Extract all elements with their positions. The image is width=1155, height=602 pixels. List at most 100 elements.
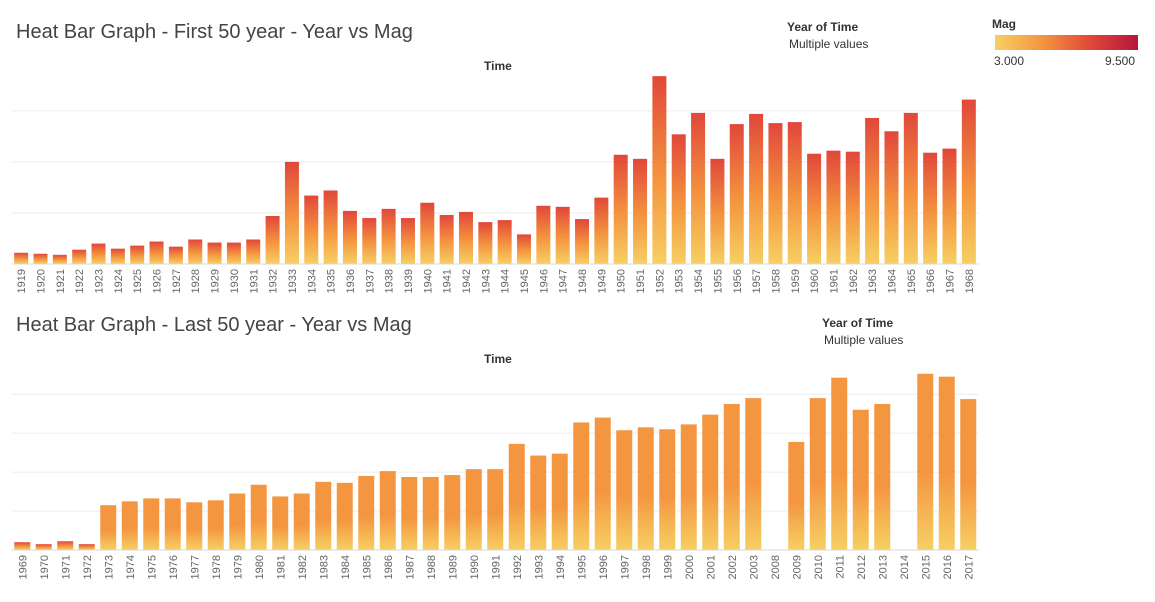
- bar-1950[interactable]: [613, 154, 628, 264]
- bar-1980[interactable]: [250, 484, 267, 550]
- filter-value-last[interactable]: Multiple values: [824, 333, 904, 347]
- bar-1989[interactable]: [444, 475, 461, 550]
- bar-1927[interactable]: [168, 246, 183, 264]
- bar-1937[interactable]: [362, 218, 377, 264]
- bar-1943[interactable]: [478, 222, 493, 264]
- bar-1939[interactable]: [400, 218, 415, 264]
- bar-1947[interactable]: [555, 206, 570, 264]
- bar-2003[interactable]: [745, 398, 762, 550]
- bar-1934[interactable]: [304, 195, 319, 264]
- bar-2002[interactable]: [723, 403, 740, 550]
- bar-1987[interactable]: [401, 476, 418, 550]
- bar-1963[interactable]: [865, 117, 880, 264]
- bar-1940[interactable]: [420, 202, 435, 264]
- bar-1977[interactable]: [186, 502, 203, 550]
- tick-label-1946: 1946: [538, 269, 550, 293]
- bar-1955[interactable]: [710, 158, 725, 264]
- bar-1992[interactable]: [508, 443, 525, 550]
- bar-1923[interactable]: [91, 243, 106, 264]
- bar-1993[interactable]: [530, 455, 547, 550]
- bar-2015[interactable]: [917, 373, 934, 550]
- bar-1983[interactable]: [315, 481, 332, 550]
- bar-2000[interactable]: [680, 424, 697, 550]
- bar-1976[interactable]: [164, 498, 181, 550]
- bar-1945[interactable]: [517, 234, 532, 264]
- bar-1973[interactable]: [100, 505, 117, 550]
- bar-1966[interactable]: [923, 152, 938, 264]
- bar-1999[interactable]: [659, 429, 676, 550]
- bar-1965[interactable]: [903, 112, 918, 264]
- bar-1972[interactable]: [78, 544, 95, 550]
- bar-chart-first[interactable]: 1919 1920 1921 1922 1923 1924 1925 1926 1927 1928…: [0, 70, 1000, 310]
- bar-1995[interactable]: [573, 422, 590, 550]
- bar-1919[interactable]: [14, 252, 29, 264]
- bar-1948[interactable]: [575, 219, 590, 264]
- bar-2011[interactable]: [831, 377, 848, 550]
- bar-1932[interactable]: [265, 216, 280, 264]
- bar-1920[interactable]: [33, 253, 48, 264]
- bar-1997[interactable]: [616, 430, 633, 550]
- bar-2012[interactable]: [852, 409, 869, 550]
- bar-2001[interactable]: [702, 414, 719, 550]
- bar-2017[interactable]: [960, 399, 977, 550]
- bar-1969[interactable]: [14, 542, 31, 550]
- bar-chart-last[interactable]: 1969 1970 1971 1972 1973 1974 1975 1976 1977 1978…: [0, 365, 1000, 602]
- bar-1981[interactable]: [272, 496, 289, 550]
- bar-1946[interactable]: [536, 205, 551, 264]
- bar-1991[interactable]: [487, 469, 504, 550]
- bar-1941[interactable]: [439, 214, 454, 264]
- bar-1952[interactable]: [652, 76, 667, 264]
- bar-1986[interactable]: [379, 471, 396, 550]
- bar-1975[interactable]: [143, 498, 160, 550]
- bar-1926[interactable]: [149, 241, 164, 264]
- bar-1922[interactable]: [72, 249, 87, 264]
- bar-1962[interactable]: [845, 151, 860, 264]
- bar-1931[interactable]: [246, 239, 261, 264]
- bar-1985[interactable]: [358, 476, 375, 550]
- bar-1930[interactable]: [226, 242, 241, 264]
- bar-1967[interactable]: [942, 148, 957, 264]
- bar-1974[interactable]: [121, 501, 138, 550]
- bar-1957[interactable]: [749, 113, 764, 264]
- bar-2013[interactable]: [874, 403, 891, 550]
- bar-1956[interactable]: [729, 124, 744, 264]
- bar-1988[interactable]: [422, 476, 439, 550]
- bar-1960[interactable]: [807, 153, 822, 264]
- bar-2010[interactable]: [809, 398, 826, 550]
- bar-1996[interactable]: [594, 417, 611, 550]
- bar-1944[interactable]: [497, 220, 512, 264]
- bar-1982[interactable]: [293, 493, 310, 550]
- bar-1953[interactable]: [671, 134, 686, 264]
- bar-1949[interactable]: [594, 197, 609, 264]
- bar-1968[interactable]: [961, 99, 976, 264]
- bar-1970[interactable]: [35, 544, 52, 550]
- bar-1984[interactable]: [336, 482, 353, 550]
- bar-1990[interactable]: [465, 469, 482, 550]
- bar-1935[interactable]: [323, 190, 338, 264]
- bar-1928[interactable]: [188, 239, 203, 264]
- bar-1936[interactable]: [342, 210, 357, 264]
- bar-1971[interactable]: [57, 541, 74, 550]
- bar-1954[interactable]: [691, 112, 706, 264]
- bar-1958[interactable]: [768, 123, 783, 264]
- bar-1938[interactable]: [381, 208, 396, 264]
- bar-1921[interactable]: [52, 254, 67, 264]
- bar-2016[interactable]: [938, 376, 955, 550]
- bar-1929[interactable]: [207, 242, 222, 264]
- tick-label-1945: 1945: [519, 269, 531, 293]
- bar-1933[interactable]: [284, 161, 299, 264]
- bar-1959[interactable]: [787, 122, 802, 264]
- filter-value-first[interactable]: Multiple values: [789, 37, 869, 51]
- bar-1942[interactable]: [458, 211, 473, 264]
- bar-1994[interactable]: [551, 453, 568, 550]
- bar-1964[interactable]: [884, 131, 899, 264]
- bar-1961[interactable]: [826, 150, 841, 264]
- bar-2009[interactable]: [788, 441, 805, 550]
- bar-1979[interactable]: [229, 493, 246, 550]
- bar-1951[interactable]: [633, 158, 648, 264]
- bar-1998[interactable]: [637, 427, 654, 550]
- bar-1924[interactable]: [110, 248, 125, 264]
- bar-1925[interactable]: [130, 245, 145, 264]
- tick-label-1959: 1959: [790, 269, 802, 293]
- bar-1978[interactable]: [207, 500, 224, 550]
